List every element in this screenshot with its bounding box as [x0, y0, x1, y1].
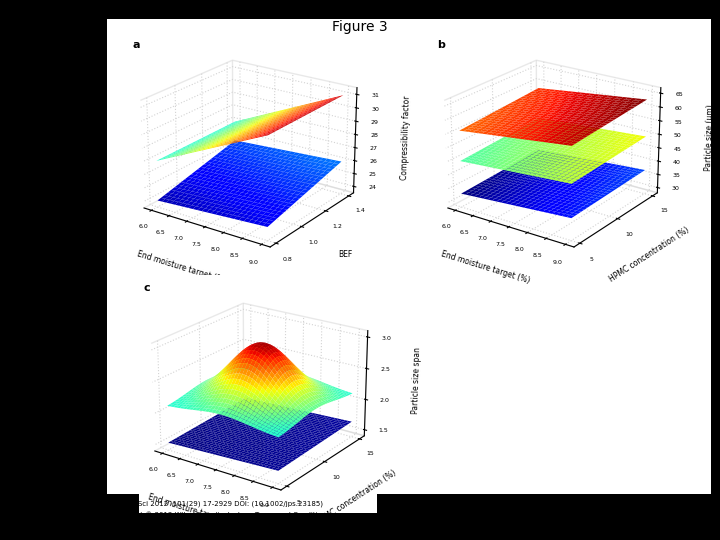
Y-axis label: HPMC concentration (%): HPMC concentration (%) [608, 225, 691, 284]
Text: a: a [133, 39, 140, 50]
Text: J Pharm Sci 2012  101(29) 17-2929 DOI: (10.1002/jps.23185): J Pharm Sci 2012 101(29) 17-2929 DOI: (1… [109, 501, 323, 507]
Text: Figure 3: Figure 3 [332, 20, 388, 34]
Y-axis label: HPMC concentration (%): HPMC concentration (%) [315, 468, 398, 526]
Text: Copyright © 2012 Wiley Periodicals, Inc.  Terms and Conditions: Copyright © 2012 Wiley Periodicals, Inc.… [109, 511, 330, 518]
Y-axis label: BEF: BEF [338, 250, 353, 259]
X-axis label: End moisture target (%): End moisture target (%) [136, 249, 228, 286]
Text: c: c [144, 282, 150, 293]
X-axis label: End moisture target (%): End moisture target (%) [440, 249, 531, 286]
X-axis label: End moisture target (%): End moisture target (%) [147, 492, 238, 529]
Text: b: b [437, 39, 445, 50]
